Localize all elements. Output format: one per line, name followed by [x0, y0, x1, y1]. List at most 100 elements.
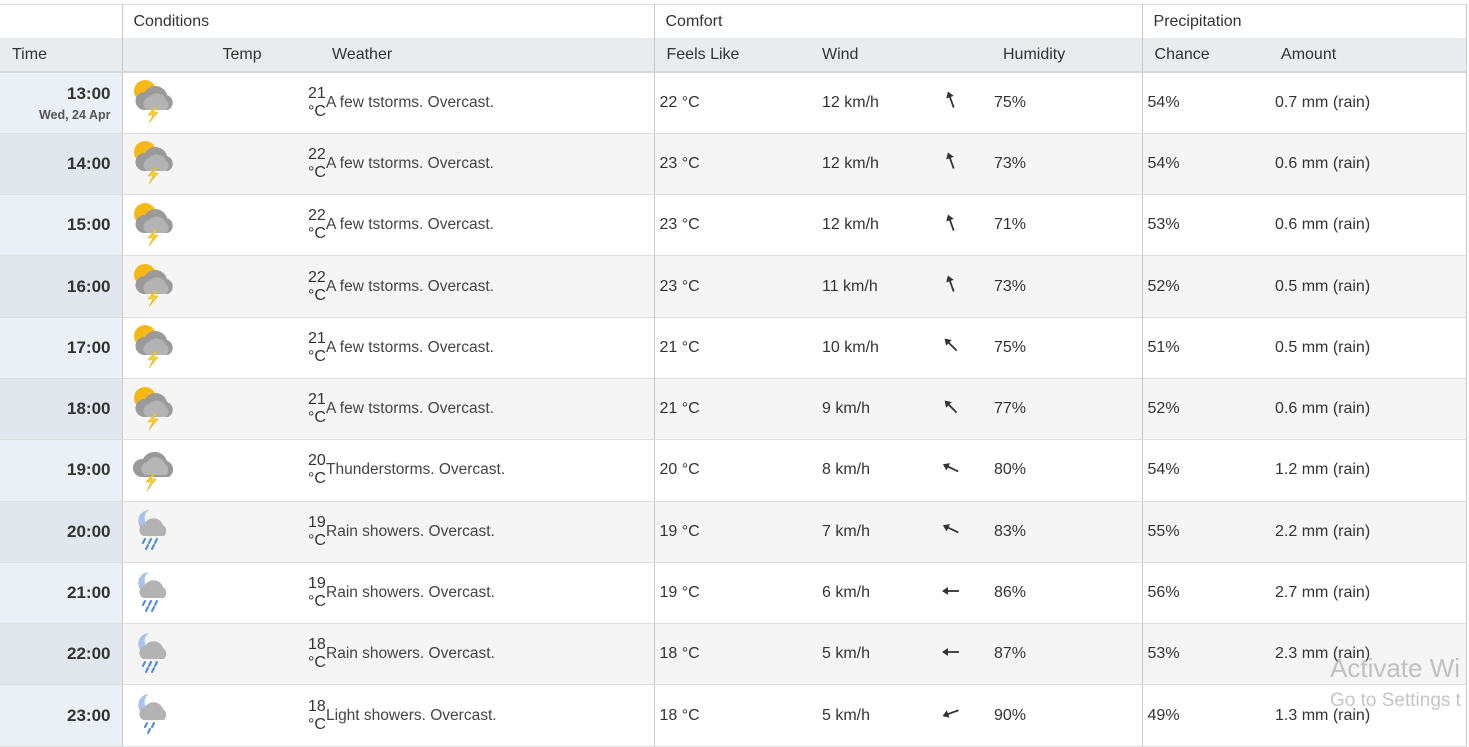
table-row: 14:00 22 °C A few tstorms. Overcast. 23 °C 1… [0, 133, 1467, 196]
precip-amount-cell: 2.7 mm (rain) [1275, 562, 1467, 625]
weather-cell: Thunderstorms. Overcast. [326, 439, 654, 502]
temp-cell: 21 °C [218, 378, 326, 441]
wind-speed-cell: 12 km/h [816, 133, 941, 196]
feels-like-cell: 23 °C [653, 255, 816, 318]
time-cell: 17:00 [0, 317, 123, 379]
time-cell: 15:00 [0, 194, 123, 257]
table-row: 20:00 19 °C Rain showers. Overcast. 19 °C 7 … [0, 501, 1467, 563]
column-header-wind[interactable]: Wind [816, 38, 994, 73]
table-row: 21:00 19 °C Rain showers. Overcast. 19 °C 6 … [0, 562, 1467, 625]
humidity-cell: 87% [994, 623, 1143, 686]
precip-amount-cell: 1.3 mm (rain) [1275, 684, 1467, 747]
precip-chance-cell: 52% [1141, 255, 1276, 318]
time-cell: 16:00 [0, 255, 123, 318]
humidity-cell: 71% [994, 194, 1143, 257]
wind-direction-cell [941, 501, 994, 563]
weather-icon-cell [122, 378, 218, 441]
column-header-weather[interactable]: Weather [326, 38, 654, 73]
humidity-cell: 77% [994, 378, 1143, 441]
precip-chance-cell: 49% [1141, 684, 1276, 747]
weather-cell: A few tstorms. Overcast. [326, 133, 654, 196]
column-header-amount[interactable]: Amount [1275, 38, 1467, 73]
temp-cell: 22 °C [218, 133, 326, 196]
partly-sunny-thunderstorm-icon [131, 200, 175, 246]
wind-speed-cell: 9 km/h [816, 378, 941, 441]
precip-amount-cell: 0.5 mm (rain) [1275, 255, 1467, 318]
time-cell: 14:00 [0, 133, 123, 196]
wind-speed-cell: 12 km/h [816, 72, 941, 134]
column-header-humidity[interactable]: Humidity [994, 38, 1143, 73]
wind-direction-arrow-icon [942, 524, 959, 534]
precip-chance-cell: 56% [1141, 562, 1276, 625]
windows-activation-watermark-title: Activate Wi [1330, 653, 1461, 683]
partly-sunny-thunderstorm-icon [131, 322, 175, 368]
humidity-cell: 90% [994, 684, 1143, 747]
hour-label: 15:00 [67, 215, 111, 235]
hour-label: 14:00 [67, 153, 111, 173]
weather-cell: A few tstorms. Overcast. [326, 378, 654, 441]
weather-icon-cell [122, 194, 218, 257]
weather-cell: A few tstorms. Overcast. [326, 317, 654, 379]
table-row: 17:00 21 °C A few tstorms. Overcast. 21 °C 1… [0, 317, 1467, 379]
feels-like-cell: 18 °C [653, 623, 816, 686]
time-cell: 20:00 [0, 501, 123, 563]
table-row: 19:00 20 °C Thunderstorms. Overcast. 20 °C 8… [0, 439, 1467, 502]
precip-chance-cell: 53% [1141, 194, 1276, 257]
temp-cell: 22 °C [218, 255, 326, 318]
column-header-time[interactable]: Time [0, 38, 123, 73]
night-rain-showers-icon [131, 629, 175, 675]
wind-speed-cell: 12 km/h [816, 194, 941, 257]
partly-sunny-thunderstorm-icon [131, 384, 175, 430]
feels-like-cell: 23 °C [653, 194, 816, 257]
wind-direction-arrow-icon [946, 275, 955, 292]
hour-label: 19:00 [67, 460, 111, 480]
wind-direction-arrow-icon [944, 400, 958, 413]
wind-speed-cell: 7 km/h [816, 501, 941, 563]
feels-like-cell: 21 °C [653, 378, 816, 441]
humidity-cell: 80% [994, 439, 1143, 502]
night-rain-showers-icon [131, 568, 175, 614]
date-label: Wed, 24 Apr [38, 107, 111, 122]
precip-amount-cell: 2.2 mm (rain) [1275, 501, 1467, 563]
group-header-row: Conditions Comfort Precipitation [0, 4, 1467, 38]
wind-direction-arrow-icon [946, 214, 955, 231]
hourly-forecast-table: Conditions Comfort Precipitation Time Te… [0, 4, 1467, 747]
temp-cell: 19 °C [218, 501, 326, 563]
column-header-chance[interactable]: Chance [1141, 38, 1276, 73]
wind-direction-arrow-icon [946, 152, 955, 170]
weather-icon-cell [122, 72, 218, 134]
time-cell: 19:00 [0, 439, 123, 502]
weather-cell: A few tstorms. Overcast. [326, 255, 654, 318]
column-header-temp[interactable]: Temp [122, 38, 326, 73]
weather-cell: A few tstorms. Overcast. [326, 72, 654, 134]
table-row: 18:00 21 °C A few tstorms. Overcast. 21 °C 9… [0, 378, 1467, 441]
temp-cell: 21 °C [218, 317, 326, 379]
column-header-row: Time Temp Weather Feels Like Wind Humidi… [0, 38, 1467, 73]
column-header-feels-like[interactable]: Feels Like [653, 38, 816, 73]
weather-icon-cell [122, 623, 218, 686]
humidity-cell: 73% [994, 133, 1143, 196]
weather-icon-cell [122, 684, 218, 747]
feels-like-cell: 19 °C [653, 501, 816, 563]
wind-direction-cell [941, 317, 994, 379]
precip-chance-cell: 55% [1141, 501, 1276, 563]
wind-direction-cell [941, 439, 994, 502]
wind-direction-arrow-icon [942, 709, 959, 718]
feels-like-cell: 22 °C [653, 72, 816, 134]
temp-cell: 19 °C [218, 562, 326, 625]
weather-cell: A few tstorms. Overcast. [326, 194, 654, 257]
wind-direction-cell [941, 194, 994, 257]
partly-sunny-thunderstorm-icon [131, 77, 175, 123]
time-cell: 22:00 [0, 623, 123, 686]
hour-label: 13:00 [67, 83, 111, 103]
hour-label: 17:00 [67, 337, 111, 357]
precip-chance-cell: 54% [1141, 72, 1276, 134]
time-group-header [0, 4, 123, 38]
temp-cell: 21 °C [218, 72, 326, 134]
temp-cell: 20 °C [218, 439, 326, 502]
wind-speed-cell: 10 km/h [816, 317, 941, 379]
conditions-group-header: Conditions [122, 4, 655, 38]
table-row: 22:00 18 °C Rain showers. Overcast. 18 °C 5 … [0, 623, 1467, 686]
wind-direction-cell [941, 378, 994, 441]
precip-amount-cell: 0.6 mm (rain) [1275, 194, 1467, 257]
